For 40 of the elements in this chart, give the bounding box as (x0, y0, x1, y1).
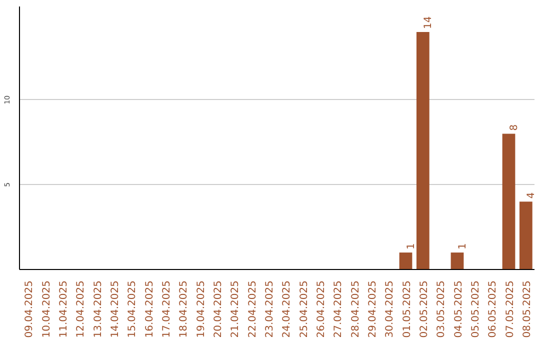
x-tick-label: 16.04.2025 (144, 280, 156, 338)
x-tick-label: 28.04.2025 (350, 280, 362, 338)
x-tick-label: 27.04.2025 (333, 280, 344, 338)
x-tick-label: 29.04.2025 (367, 280, 378, 338)
x-tick-label: 14.04.2025 (110, 280, 121, 338)
x-tick-label: 02.05.2025 (418, 280, 430, 338)
x-tick-label: 21.04.2025 (230, 280, 242, 338)
bar (519, 202, 532, 270)
x-tick-label: 11.04.2025 (58, 280, 70, 338)
bar (399, 252, 412, 270)
x-tick-label: 17.04.2025 (161, 280, 172, 338)
x-tick-label: 09.04.2025 (24, 280, 36, 338)
x-tick-label: 06.05.2025 (488, 280, 499, 338)
x-tick-label: 01.05.2025 (402, 280, 413, 338)
bar (450, 252, 464, 270)
x-tick-label: 07.05.2025 (504, 280, 516, 338)
x-tick-label: 15.04.2025 (127, 280, 138, 338)
data-label: 8 (508, 124, 520, 131)
data-label: 4 (526, 192, 537, 199)
x-tick-label: 24.04.2025 (282, 280, 293, 338)
x-tick-label: 12.04.2025 (76, 280, 87, 338)
x-tick-label: 26.04.2025 (316, 280, 327, 338)
x-tick-label: 04.05.2025 (453, 280, 464, 338)
x-tick-label: 10.04.2025 (41, 280, 52, 338)
bar (502, 134, 516, 270)
data-label: 1 (406, 243, 417, 250)
bar (416, 32, 430, 270)
x-tick-label: 25.04.2025 (298, 280, 310, 338)
data-label: 1 (457, 243, 468, 250)
x-tick-label: 08.05.2025 (522, 280, 533, 338)
x-tick-label: 19.04.2025 (196, 280, 207, 338)
x-tick-label: 18.04.2025 (178, 280, 190, 338)
x-tick-label: 03.05.2025 (436, 280, 448, 338)
x-tick-label: 13.04.2025 (92, 280, 104, 338)
x-tick-label: 05.05.2025 (470, 280, 482, 338)
x-tick-label: 30.04.2025 (384, 280, 396, 338)
x-tick-label: 23.04.2025 (264, 280, 276, 338)
data-label: 14 (422, 16, 434, 29)
x-tick-label: 20.04.2025 (212, 280, 224, 338)
x-tick-label: 22.04.2025 (247, 280, 258, 338)
